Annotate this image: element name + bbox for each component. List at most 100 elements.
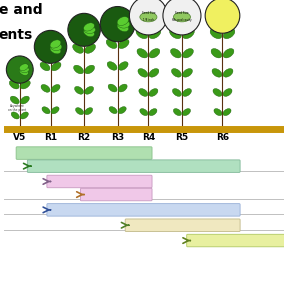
Text: ents: ents — [0, 28, 33, 42]
Ellipse shape — [170, 49, 181, 58]
Ellipse shape — [172, 68, 181, 77]
Ellipse shape — [140, 108, 148, 116]
Ellipse shape — [50, 46, 61, 54]
Ellipse shape — [107, 62, 117, 70]
Ellipse shape — [149, 108, 157, 116]
Ellipse shape — [149, 68, 159, 77]
Ellipse shape — [170, 29, 181, 39]
Ellipse shape — [140, 12, 157, 22]
FancyBboxPatch shape — [125, 219, 240, 231]
Ellipse shape — [83, 23, 94, 31]
Circle shape — [6, 56, 33, 83]
Ellipse shape — [85, 108, 93, 115]
Ellipse shape — [223, 89, 232, 96]
Ellipse shape — [211, 49, 222, 58]
FancyBboxPatch shape — [47, 175, 152, 188]
Text: R5: R5 — [176, 133, 189, 143]
Text: R4: R4 — [142, 133, 155, 143]
Ellipse shape — [41, 84, 50, 92]
Text: R1: R1 — [44, 133, 57, 143]
Text: fills pod cavity: fills pod cavity — [172, 18, 192, 22]
Ellipse shape — [223, 49, 234, 58]
Text: e and: e and — [0, 3, 42, 17]
Ellipse shape — [172, 89, 181, 96]
Ellipse shape — [183, 49, 193, 58]
Ellipse shape — [118, 62, 128, 70]
Text: V5: V5 — [13, 133, 26, 143]
Circle shape — [205, 0, 240, 33]
Circle shape — [100, 7, 135, 42]
Ellipse shape — [118, 84, 127, 92]
Ellipse shape — [117, 23, 129, 32]
Ellipse shape — [84, 26, 95, 34]
Ellipse shape — [183, 89, 191, 96]
Circle shape — [68, 13, 100, 46]
Text: 1/8 inch: 1/8 inch — [143, 18, 154, 22]
Ellipse shape — [117, 17, 129, 26]
Text: Anywhere
on the plant: Anywhere on the plant — [8, 104, 26, 112]
Ellipse shape — [183, 68, 193, 77]
Ellipse shape — [149, 49, 160, 58]
Text: Seed Size: Seed Size — [142, 11, 155, 15]
Ellipse shape — [51, 84, 60, 92]
Ellipse shape — [83, 29, 94, 37]
Ellipse shape — [19, 68, 28, 75]
Circle shape — [163, 0, 201, 35]
Ellipse shape — [75, 86, 83, 94]
Ellipse shape — [19, 64, 28, 71]
Text: R6: R6 — [216, 133, 229, 143]
Ellipse shape — [42, 107, 50, 114]
Ellipse shape — [11, 112, 19, 119]
Ellipse shape — [137, 49, 148, 58]
Ellipse shape — [118, 39, 129, 49]
Text: R3: R3 — [111, 133, 124, 143]
Ellipse shape — [74, 65, 83, 74]
Ellipse shape — [118, 106, 126, 114]
FancyBboxPatch shape — [16, 147, 152, 159]
Ellipse shape — [223, 29, 235, 39]
Circle shape — [34, 30, 67, 63]
Ellipse shape — [109, 106, 117, 114]
Ellipse shape — [173, 108, 181, 116]
Text: Seed Size: Seed Size — [175, 11, 189, 15]
Ellipse shape — [118, 20, 130, 28]
FancyBboxPatch shape — [47, 204, 240, 216]
Ellipse shape — [223, 68, 233, 77]
Ellipse shape — [20, 66, 29, 73]
Ellipse shape — [214, 108, 222, 116]
Ellipse shape — [9, 80, 19, 89]
Ellipse shape — [50, 40, 61, 48]
Ellipse shape — [138, 68, 148, 77]
Ellipse shape — [20, 80, 30, 89]
Ellipse shape — [73, 44, 83, 53]
Ellipse shape — [51, 62, 61, 71]
Ellipse shape — [212, 68, 222, 77]
Ellipse shape — [106, 39, 117, 49]
Ellipse shape — [139, 89, 148, 96]
FancyBboxPatch shape — [27, 160, 240, 172]
Ellipse shape — [182, 108, 191, 116]
Ellipse shape — [51, 107, 59, 114]
FancyBboxPatch shape — [187, 234, 284, 247]
Ellipse shape — [223, 108, 231, 116]
Ellipse shape — [10, 96, 19, 104]
Ellipse shape — [149, 29, 161, 39]
Ellipse shape — [174, 12, 191, 22]
Ellipse shape — [85, 86, 94, 94]
Ellipse shape — [76, 108, 83, 115]
Ellipse shape — [40, 62, 50, 71]
Ellipse shape — [136, 29, 148, 39]
Ellipse shape — [210, 29, 222, 39]
Circle shape — [130, 0, 167, 35]
Ellipse shape — [213, 89, 222, 96]
Ellipse shape — [85, 44, 95, 53]
Ellipse shape — [20, 112, 28, 119]
Ellipse shape — [20, 96, 29, 104]
Ellipse shape — [183, 29, 194, 39]
Ellipse shape — [108, 84, 117, 92]
Ellipse shape — [149, 89, 158, 96]
FancyBboxPatch shape — [80, 188, 152, 201]
Ellipse shape — [51, 43, 62, 51]
Text: R2: R2 — [78, 133, 91, 143]
Ellipse shape — [85, 65, 95, 74]
